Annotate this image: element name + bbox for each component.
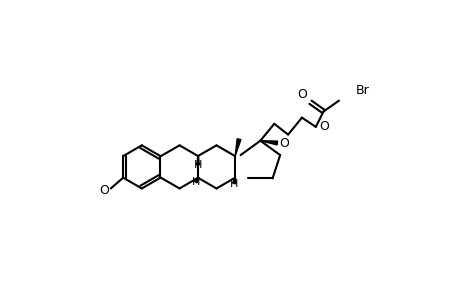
Text: H: H [191,177,200,187]
Polygon shape [260,141,277,145]
Text: O: O [100,184,109,196]
Text: Br: Br [355,84,369,97]
Polygon shape [235,139,241,156]
Text: O: O [297,88,307,101]
Text: O: O [279,136,289,149]
Text: H: H [193,160,202,170]
Text: O: O [319,120,329,134]
Text: H: H [230,179,238,189]
